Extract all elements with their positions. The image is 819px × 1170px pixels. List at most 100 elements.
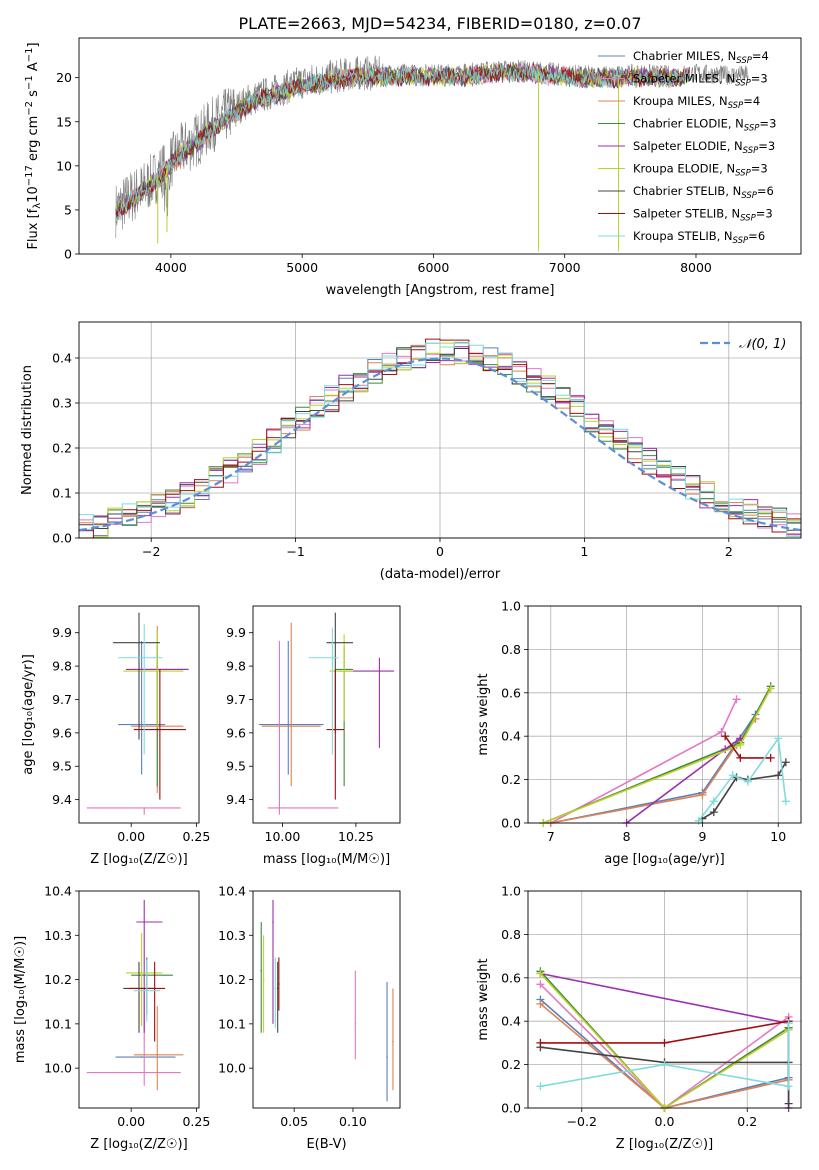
series-line xyxy=(724,735,771,759)
errorbar-point xyxy=(143,807,146,809)
y-tick-label: 9.8 xyxy=(226,659,246,674)
x-tick-label: 0.05 xyxy=(280,1114,308,1129)
x-tick-label: 0.0 xyxy=(655,1114,675,1129)
legend-sep: , N xyxy=(728,117,744,131)
legend-count: 3 xyxy=(760,162,767,176)
x-tick-label: 5000 xyxy=(286,260,318,275)
legend-subscript: SSP xyxy=(743,146,759,156)
y-tick-label: 0.4 xyxy=(501,729,521,744)
legend-gauss-label: 𝒩(0, 1) xyxy=(739,337,786,352)
series-marker xyxy=(536,1082,545,1091)
errorbar-point xyxy=(153,987,156,990)
series-marker xyxy=(784,1099,793,1108)
errorbar-point xyxy=(331,656,334,659)
histograms xyxy=(79,338,801,538)
series-marker xyxy=(766,753,775,762)
errorbar-point xyxy=(278,983,280,985)
x-axis-label: Z [log₁₀(Z/Z☉)] xyxy=(90,852,187,867)
y-tick-label: 10.4 xyxy=(44,884,72,899)
legend-sep: , N xyxy=(717,229,733,243)
legend-label: Chabrier STELIB, NSSP=6 xyxy=(633,184,774,201)
legend-sep: , N xyxy=(712,94,728,108)
y-tick-label: 0.0 xyxy=(501,1101,521,1116)
y-tick-label: 20 xyxy=(56,70,72,85)
legend-subscript: SSP xyxy=(740,214,756,224)
x-tick-label: 9 xyxy=(698,829,706,844)
legend-subscript: SSP xyxy=(735,169,751,179)
legend-subscript: SSP xyxy=(744,124,760,134)
y-tick-label: 0.8 xyxy=(501,642,521,657)
y-axis-label: mass weight xyxy=(476,673,491,755)
y-tick-label: 10.2 xyxy=(218,972,246,987)
series-line xyxy=(550,714,757,824)
y-tick-label: 10.0 xyxy=(218,1061,246,1076)
series-line xyxy=(540,1023,790,1088)
legend-eq: = xyxy=(751,72,761,86)
series-marker xyxy=(784,1019,793,1028)
x-axis-label: (data-model)/error xyxy=(380,567,501,582)
y-tick-label: 0.0 xyxy=(52,531,72,546)
model-spectrum-line xyxy=(115,63,690,222)
axes-age_vs_Z: 0.00 0.25 9.4 9.5 9.6 9.7 9.8 9.9 Z [log₁₀(Z/Z☉)… xyxy=(21,625,210,867)
x-tick-label: 0.00 xyxy=(117,829,145,844)
y-tick-label: 9.4 xyxy=(226,792,246,807)
frame-age_vs_mass xyxy=(252,605,401,824)
x-tick-label: 8 xyxy=(623,829,631,844)
legend-count: 3 xyxy=(769,117,776,131)
legend-count: 3 xyxy=(768,139,775,153)
x-tick-label: 7 xyxy=(547,829,555,844)
y-axis-label-part: A xyxy=(26,62,41,75)
figure-title: PLATE=2663, MJD=54234, FIBERID=0180, z=0… xyxy=(238,14,641,33)
series-line xyxy=(701,761,787,820)
y-axis-label-part: λ xyxy=(32,203,43,209)
axes-mw_vs_Z: −0.2 0.0 0.2 0.0 0.2 0.4 0.6 0.8 1.0 Z [log₁₀(Z/Z… xyxy=(476,884,801,1152)
errorbar-point xyxy=(143,1071,146,1074)
legend-label: Chabrier ELODIE, NSSP=3 xyxy=(633,117,776,134)
y-tick-label: 0.2 xyxy=(501,1057,521,1072)
axes-mass_vs_Z: 0.00 0.25 10.0 10.1 10.2 10.3 10.4 Z [log₁₀(Z/Z… xyxy=(13,884,210,1153)
lines-mw_vs_age xyxy=(539,682,790,827)
errorbars-age_vs_Z xyxy=(86,612,189,815)
errorbar-point xyxy=(386,1056,388,1058)
legend-eq: = xyxy=(752,49,762,63)
x-tick-label: −2 xyxy=(142,544,160,559)
x-tick-label: 0.00 xyxy=(117,1114,145,1129)
errorbar-point xyxy=(156,1054,159,1056)
errorbar-point xyxy=(138,641,140,644)
series-marker xyxy=(721,732,730,741)
x-tick-label: 10 xyxy=(770,829,786,844)
y-tick-label: 9.4 xyxy=(52,792,72,807)
series-marker xyxy=(774,734,783,743)
x-axis-label: Z [log₁₀(Z/Z☉)] xyxy=(616,1137,713,1152)
y-tick-label: 10.2 xyxy=(44,972,72,987)
legend-series-name: Salpeter ELODIE xyxy=(633,139,727,153)
legend-sep: , N xyxy=(727,139,743,153)
frame-mass_vs_Z xyxy=(78,890,200,1109)
y-tick-label: 0.6 xyxy=(501,970,521,985)
gaussian-curve xyxy=(79,357,801,532)
y-tick-label: 0.2 xyxy=(52,441,72,456)
series-marker xyxy=(536,1038,545,1047)
series-marker xyxy=(781,758,790,767)
series-marker xyxy=(736,753,745,762)
legend-subscript: SSP xyxy=(728,101,744,111)
errorbar-point xyxy=(287,723,290,726)
y-axis-label: mass [log₁₀(M/M☉)] xyxy=(13,936,28,1063)
legend-label: Kroupa ELODIE, NSSP=3 xyxy=(633,162,768,179)
y-axis-label: mass weight xyxy=(476,958,491,1040)
series-marker xyxy=(698,790,707,799)
errorbars-mass_vs_ebv xyxy=(260,899,394,1102)
y-axis-label-part: s xyxy=(26,90,41,101)
histogram-step-line xyxy=(79,346,801,531)
x-tick-label: 2 xyxy=(725,544,733,559)
legend-label: Salpeter MILES, NSSP=3 xyxy=(633,72,768,89)
histogram-step-line xyxy=(79,346,801,536)
y-axis-label-part: −1 xyxy=(24,48,35,63)
x-tick-label: −0.2 xyxy=(567,1114,597,1129)
legend-series-name: Chabrier STELIB xyxy=(633,184,725,198)
legend-sep: , N xyxy=(720,49,736,63)
errorbar-point xyxy=(140,723,143,726)
legend-eq: = xyxy=(759,117,769,131)
legend-count: 4 xyxy=(762,49,769,63)
